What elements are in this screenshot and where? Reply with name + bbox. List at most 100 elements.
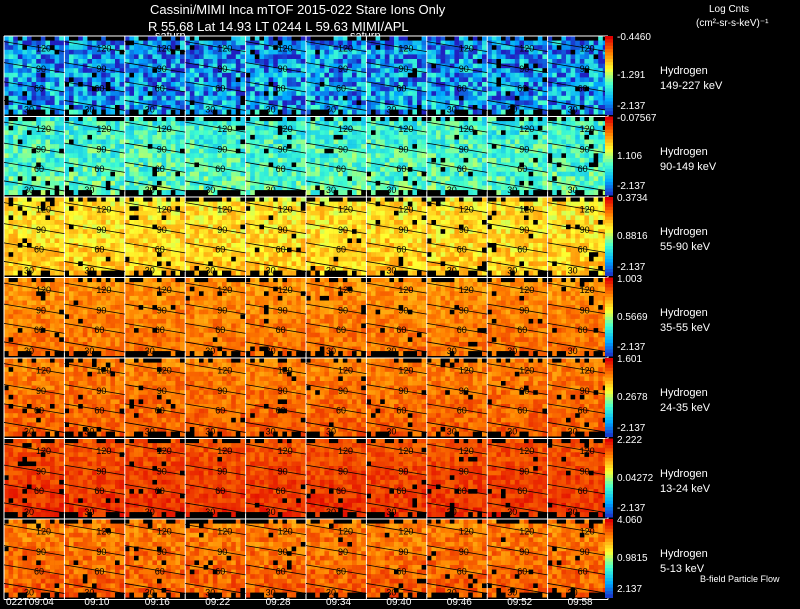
heatmap-cell	[366, 157, 372, 163]
heatmap-cell	[329, 185, 334, 191]
heatmap-cell	[570, 171, 576, 177]
heatmap-cell	[105, 153, 111, 159]
heatmap-cell	[194, 59, 200, 64]
heatmap-cell	[45, 116, 51, 122]
heatmap-cell	[40, 201, 46, 207]
heatmap-cell	[54, 125, 60, 131]
heatmap-cell	[398, 40, 404, 46]
heatmap-cell	[45, 206, 51, 212]
heatmap-cell	[306, 134, 311, 140]
heatmap-cell	[579, 109, 585, 115]
heatmap-cell	[570, 49, 576, 55]
heatmap-cell	[87, 95, 93, 101]
heatmap-cell	[170, 82, 176, 87]
heatmap-panel	[185, 116, 246, 195]
heatmap-cell	[31, 167, 37, 172]
heatmap-cell	[300, 190, 306, 195]
heatmap-cell	[496, 109, 502, 115]
heatmap-cell	[505, 162, 511, 168]
heatmap-cell	[152, 82, 158, 87]
heatmap-cell	[152, 105, 158, 110]
heatmap-cell	[194, 176, 200, 182]
heatmap-cell	[542, 153, 548, 159]
heatmap-cell	[384, 116, 390, 122]
heatmap-cell	[96, 86, 102, 92]
heatmap-cell	[13, 121, 19, 126]
heatmap-cell	[291, 116, 297, 122]
heatmap-cell	[472, 176, 478, 182]
heatmap-cell	[152, 167, 158, 172]
heatmap-cell	[36, 201, 42, 207]
heatmap-cell	[69, 86, 74, 92]
heatmap-cell	[82, 148, 88, 154]
heatmap-cell	[421, 59, 427, 64]
heatmap-cell	[208, 59, 214, 64]
heatmap-cell	[566, 190, 571, 195]
heatmap-cell	[482, 82, 487, 87]
heatmap-cell	[129, 167, 135, 172]
heatmap-cell	[115, 68, 120, 74]
heatmap-cell	[426, 95, 432, 101]
heatmap-cell	[472, 144, 478, 149]
heatmap-cell	[64, 266, 70, 271]
heatmap-cell	[222, 36, 227, 41]
heatmap-cell	[189, 167, 195, 172]
heatmap-cell	[27, 261, 32, 267]
heatmap-cell	[78, 247, 84, 253]
heatmap-cell	[175, 190, 181, 195]
heatmap-cell	[222, 148, 227, 154]
heatmap-cell	[143, 59, 149, 64]
heatmap-cell	[134, 139, 139, 145]
heatmap-cell	[119, 180, 125, 186]
heatmap-cell	[96, 77, 102, 83]
heatmap-cell	[389, 77, 395, 83]
heatmap-cell	[514, 100, 520, 106]
heatmap-cell	[338, 134, 344, 140]
heatmap-cell	[589, 36, 594, 41]
heatmap-cell	[13, 252, 19, 258]
heatmap-cell	[528, 82, 534, 87]
heatmap-cell	[217, 49, 223, 55]
heatmap-cell	[31, 224, 37, 230]
heatmap-cell	[36, 256, 42, 262]
heatmap-cell	[342, 105, 348, 110]
heatmap-cell	[17, 109, 23, 115]
heatmap-cell	[217, 162, 223, 168]
heatmap-cell	[45, 45, 51, 51]
heatmap-cell	[87, 40, 93, 46]
heatmap-cell	[27, 206, 32, 212]
heatmap-cell	[31, 105, 37, 110]
heatmap-cell	[333, 180, 339, 186]
heatmap-cell	[194, 95, 200, 101]
heatmap-cell	[175, 139, 181, 145]
heatmap-cell	[310, 134, 316, 140]
heatmap-cell	[105, 121, 111, 126]
heatmap-cell	[537, 63, 543, 69]
heatmap-cell	[87, 180, 93, 186]
heatmap-cell	[166, 116, 172, 122]
heatmap-cell	[491, 171, 497, 177]
heatmap-cell	[403, 116, 409, 122]
heatmap-cell	[306, 125, 311, 131]
heatmap-cell	[92, 148, 97, 154]
heatmap-cell	[394, 91, 399, 97]
heatmap-cell	[226, 139, 232, 145]
heatmap-cell	[245, 68, 251, 74]
heatmap-cell	[338, 72, 344, 78]
heatmap-cell	[449, 144, 455, 149]
heatmap-panel	[366, 116, 427, 195]
heatmap-cell	[366, 105, 372, 110]
heatmap-cell	[13, 266, 19, 271]
heatmap-cell	[110, 121, 116, 126]
heatmap-cell	[552, 105, 558, 110]
heatmap-cell	[13, 116, 19, 122]
heatmap-cell	[50, 252, 55, 258]
heatmap-cell	[105, 82, 111, 87]
heatmap-cell	[101, 252, 107, 258]
heatmap-cell	[157, 86, 162, 92]
heatmap-cell	[59, 109, 65, 115]
heatmap-cell	[371, 86, 376, 92]
heatmap-cell	[124, 210, 130, 216]
heatmap-cell	[338, 40, 344, 46]
heatmap-cell	[459, 54, 464, 60]
